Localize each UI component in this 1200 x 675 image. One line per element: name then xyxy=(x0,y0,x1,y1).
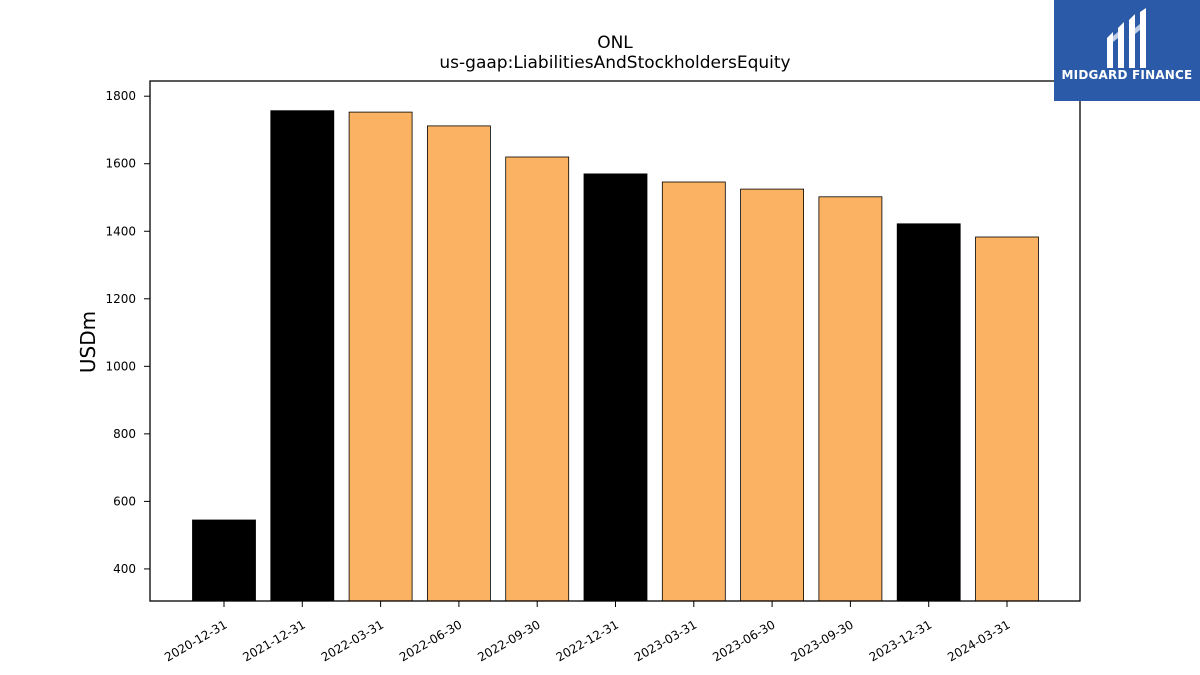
bar-2022-12-31 xyxy=(583,173,648,602)
brand-logo: MIDGARD FINANCE xyxy=(1054,0,1200,101)
x-tick-label: 2022-06-30 xyxy=(397,617,464,664)
bar-2020-12-31 xyxy=(192,519,256,602)
x-tick-label: 2021-12-31 xyxy=(240,617,307,664)
x-tick-label: 2023-09-30 xyxy=(788,617,855,664)
x-tick-label: 2024-03-31 xyxy=(945,617,1012,664)
chart-subtitle: us-gaap:LiabilitiesAndStockholdersEquity xyxy=(439,53,790,73)
bar-2023-12-31 xyxy=(896,223,961,602)
bar-2023-06-30 xyxy=(740,188,804,602)
bar-2022-09-30 xyxy=(505,156,570,602)
x-tick-label: 2022-09-30 xyxy=(475,617,542,664)
bar-2021-12-31 xyxy=(270,110,335,602)
y-tick-label: 1200 xyxy=(105,292,136,306)
x-axis-ticks: 2020-12-31 2021-12-31 2022-03-31 2022-06-30… xyxy=(162,601,1013,664)
bar-2023-09-30 xyxy=(818,196,883,602)
midgard-m-logo-icon xyxy=(1107,8,1146,68)
chart-title: ONL xyxy=(597,33,633,53)
brand-name: MIDGARD FINANCE xyxy=(1061,68,1193,82)
y-axis-label: USDm xyxy=(76,311,100,373)
x-tick-label: 2020-12-31 xyxy=(162,617,229,664)
bar-2022-06-30 xyxy=(426,125,491,602)
x-tick-label: 2023-12-31 xyxy=(867,617,934,664)
y-axis-ticks: 400 600 800 1000 1200 1400 1600 1800 xyxy=(105,89,150,576)
x-tick-label: 2023-06-30 xyxy=(710,617,777,664)
y-tick-label: 1400 xyxy=(105,224,136,238)
y-tick-label: 1800 xyxy=(105,89,136,103)
x-tick-label: 2022-03-31 xyxy=(319,617,386,664)
y-tick-label: 400 xyxy=(113,562,136,576)
y-tick-label: 600 xyxy=(113,494,136,508)
plot-frame xyxy=(149,80,1081,602)
bar-2022-03-31 xyxy=(348,111,413,602)
bar-2024-03-31 xyxy=(975,236,1039,602)
y-tick-label: 800 xyxy=(113,427,136,441)
x-tick-label: 2022-12-31 xyxy=(554,617,621,664)
x-tick-label: 2023-03-31 xyxy=(632,617,699,664)
y-tick-label: 1000 xyxy=(105,359,136,373)
y-tick-label: 1600 xyxy=(105,157,136,171)
bar-2023-03-31 xyxy=(661,181,726,602)
bars-group xyxy=(192,110,1039,602)
